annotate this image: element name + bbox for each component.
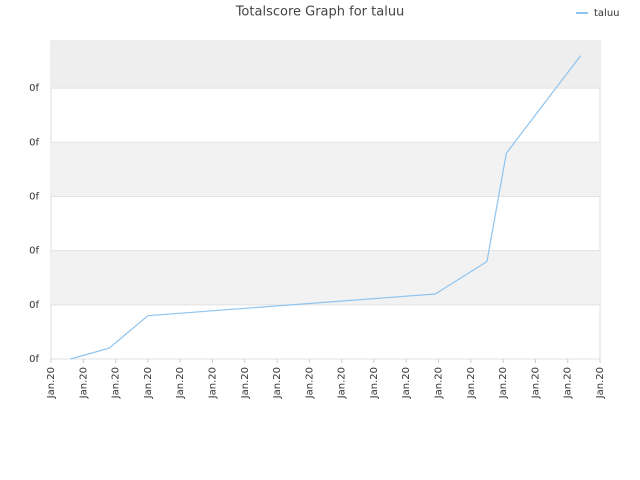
x-tick-label: Jan.20 xyxy=(401,367,412,399)
x-tick-label: Jan.20 xyxy=(498,367,509,399)
y-tick-label: 0f xyxy=(29,246,39,257)
y-tick-label: 0f xyxy=(29,137,39,148)
x-tick-label: Jan.20 xyxy=(78,367,89,399)
x-tick-label: Jan.20 xyxy=(46,367,57,399)
x-tick-label: Jan.20 xyxy=(175,367,186,399)
x-tick-label: Jan.20 xyxy=(240,367,251,399)
legend-label: taluu xyxy=(594,8,620,19)
x-tick-label: Jan.20 xyxy=(143,367,154,399)
y-tick-label: 0f xyxy=(29,354,39,365)
x-tick-label: Jan.20 xyxy=(111,367,122,399)
y-tick-label: 0f xyxy=(29,83,39,94)
x-tick-label: Jan.20 xyxy=(466,367,477,399)
x-tick-label: Jan.20 xyxy=(595,367,606,399)
chart-title: Totalscore Graph for taluu xyxy=(235,5,405,20)
x-tick-label: Jan.20 xyxy=(563,367,574,399)
x-tick-label: Jan.20 xyxy=(434,367,445,399)
data-line xyxy=(70,55,582,360)
x-tick-label: Jan.20 xyxy=(207,367,218,399)
x-tick-label: Jan.20 xyxy=(304,367,315,399)
y-tick-label: 0f xyxy=(29,300,39,311)
grid-band xyxy=(51,41,600,89)
x-tick-label: Jan.20 xyxy=(369,367,380,399)
x-tick-label: Jan.20 xyxy=(530,367,541,399)
plot-area xyxy=(50,40,601,360)
grid-band xyxy=(51,142,600,197)
y-tick-label: 0f xyxy=(29,191,39,202)
x-tick-label: Jan.20 xyxy=(337,367,348,399)
x-tick-label: Jan.20 xyxy=(272,367,283,399)
grid-band xyxy=(51,250,600,305)
